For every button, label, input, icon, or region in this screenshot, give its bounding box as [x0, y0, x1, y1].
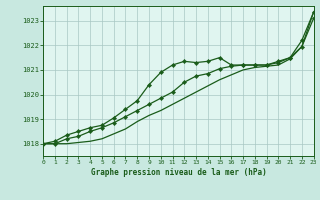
X-axis label: Graphe pression niveau de la mer (hPa): Graphe pression niveau de la mer (hPa): [91, 168, 266, 177]
